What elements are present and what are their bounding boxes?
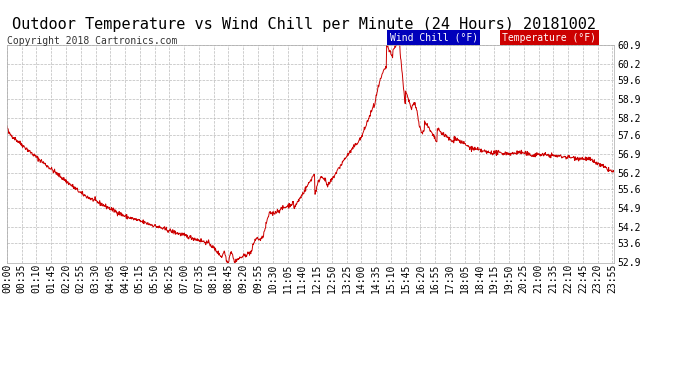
Text: Copyright 2018 Cartronics.com: Copyright 2018 Cartronics.com: [7, 36, 177, 46]
Text: Temperature (°F): Temperature (°F): [502, 33, 596, 43]
Text: Wind Chill (°F): Wind Chill (°F): [390, 33, 478, 43]
Text: Outdoor Temperature vs Wind Chill per Minute (24 Hours) 20181002: Outdoor Temperature vs Wind Chill per Mi…: [12, 17, 595, 32]
